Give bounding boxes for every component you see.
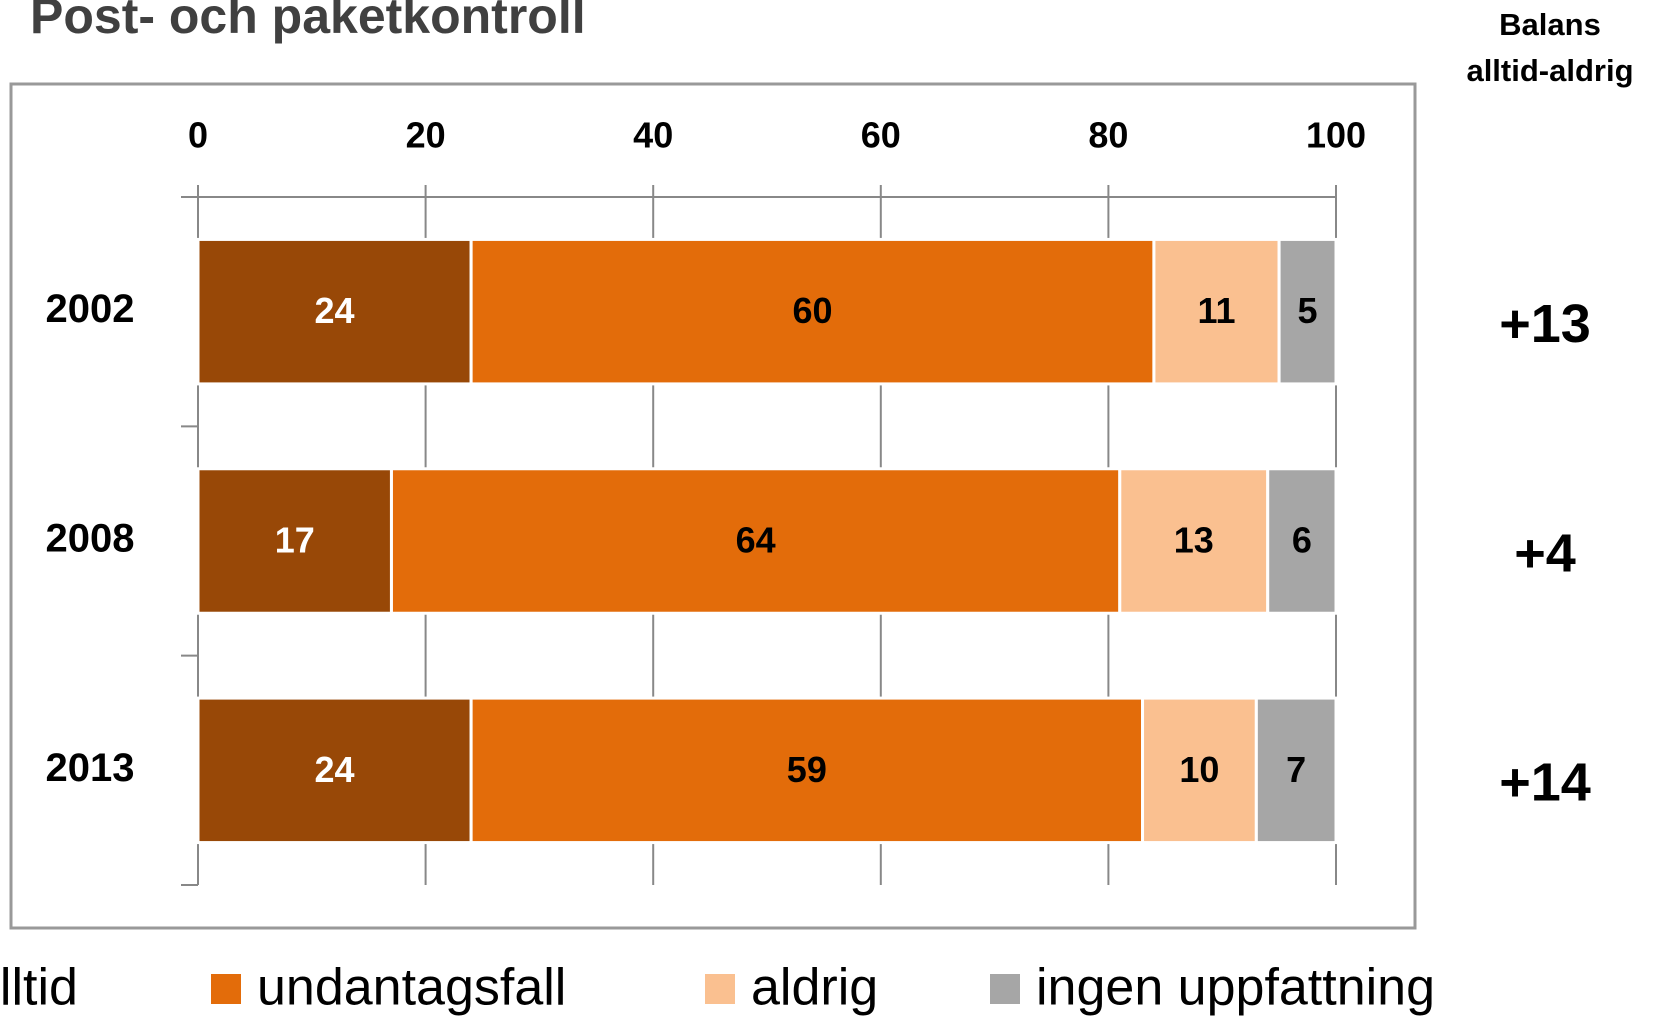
bar-segment [196, 696, 473, 845]
data-label: 6 [1292, 520, 1312, 561]
x-tick-label: 20 [406, 115, 446, 156]
legend-label: aldrig [751, 959, 878, 1017]
balance-header: Balans [1499, 7, 1601, 42]
balance-header: alltid-aldrig [1466, 53, 1633, 88]
data-label: 59 [787, 749, 827, 790]
chart-title: Post- och paketkontroll [30, 0, 586, 44]
data-label: 64 [736, 520, 776, 561]
legend-swatch [705, 974, 735, 1004]
bar-segment [196, 237, 473, 386]
balance-value: +4 [1514, 523, 1576, 583]
x-tick-label: 40 [633, 115, 673, 156]
data-label: 17 [275, 520, 315, 561]
y-tick-label: 2013 [46, 746, 135, 790]
data-label: 11 [1197, 290, 1235, 331]
y-tick-label: 2008 [46, 517, 135, 561]
balance-value: +13 [1499, 294, 1591, 354]
x-tick-label: 100 [1306, 115, 1366, 156]
bar-segment [469, 237, 1156, 386]
legend-swatch [990, 974, 1020, 1004]
data-label: 7 [1286, 749, 1306, 790]
bar-segment [1254, 696, 1338, 845]
legend-label: undantagsfall [257, 959, 566, 1017]
data-label: 10 [1179, 749, 1219, 790]
x-tick-label: 80 [1088, 115, 1128, 156]
data-label: 60 [792, 290, 832, 331]
data-label: 24 [315, 290, 355, 331]
legend-label: alltid [0, 959, 78, 1017]
y-tick-label: 2002 [46, 287, 135, 331]
data-label: 5 [1298, 290, 1318, 331]
bar-segment [1152, 237, 1281, 386]
x-tick-label: 0 [188, 115, 208, 156]
legend-swatch [211, 974, 241, 1004]
bar-segment [389, 467, 1122, 615]
legend-label: ingen uppfattning [1036, 959, 1435, 1017]
bar-segment [469, 696, 1145, 845]
balance-value: +14 [1499, 753, 1591, 813]
data-label: 13 [1174, 520, 1214, 561]
bar-segment [1277, 237, 1338, 386]
x-tick-label: 60 [861, 115, 901, 156]
bar-segment [1266, 467, 1338, 615]
data-label: 24 [315, 749, 355, 790]
bar-segment [196, 467, 393, 615]
